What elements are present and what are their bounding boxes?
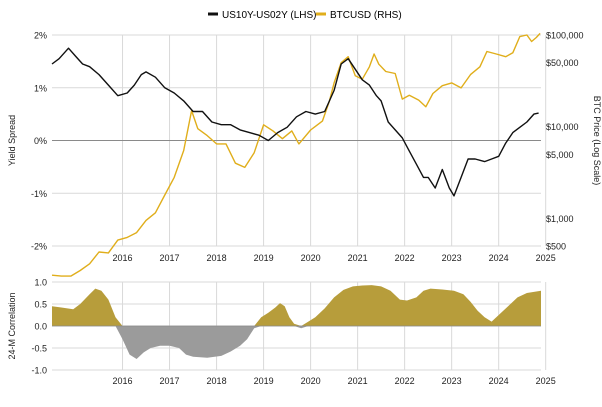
top-y2-axis-title: BTC Price (Log Scale) — [592, 96, 602, 186]
top-y-axis-title: Yield Spread — [7, 115, 17, 166]
bottom-x-tick-label: 2016 — [113, 376, 133, 386]
top-y-tick-label: 1% — [34, 83, 47, 93]
top-x-tick-label: 2021 — [348, 253, 368, 263]
top-x-tick-label: 2022 — [395, 253, 415, 263]
bottom-x-tick-label: 2018 — [207, 376, 227, 386]
correlation-area-positive — [52, 285, 541, 326]
top-y2-tick-label: $10,000 — [546, 122, 579, 132]
top-y-tick-label: -1% — [31, 189, 47, 199]
bottom-x-tick-label: 2017 — [160, 376, 180, 386]
bottom-x-tick-label: 2021 — [348, 376, 368, 386]
bottom-x-tick-label: 2025 — [536, 376, 556, 386]
top-x-tick-label: 2025 — [536, 253, 556, 263]
top-x-tick-label: 2018 — [207, 253, 227, 263]
bottom-x-tick-label: 2022 — [395, 376, 415, 386]
top-x-tick-label: 2019 — [254, 253, 274, 263]
top-x-tick-label: 2023 — [442, 253, 462, 263]
bottom-x-tick-label: 2023 — [442, 376, 462, 386]
bottom-y-tick-label: -0.5 — [31, 344, 47, 354]
correlation-area-negative — [52, 326, 541, 359]
bottom-x-tick-label: 2019 — [254, 376, 274, 386]
legend: US10Y-US02Y (LHS) BTCUSD (RHS) — [208, 10, 402, 21]
bottom-y-tick-label: 1.0 — [34, 278, 47, 288]
bottom-y-tick-label: 0.5 — [34, 300, 47, 310]
series-line-btcusd — [51, 32, 541, 277]
top-x-tick-label: 2016 — [113, 253, 133, 263]
top-y2-tick-label: $5,000 — [546, 150, 574, 160]
top-y-tick-label: 2% — [34, 31, 47, 41]
top-y2-tick-label: $1,000 — [546, 214, 574, 224]
bottom-panel: 2016 2017 2018 2019 2020 2021 2022 2023 2024 2025… — [7, 278, 556, 387]
top-y2-tick-label: $500 — [546, 242, 566, 252]
top-x-tick-label: 2017 — [160, 253, 180, 263]
top-x-tick-label: 2024 — [489, 253, 509, 263]
bottom-y-tick-label: 0.0 — [34, 322, 47, 332]
top-panel: 2% 1% 0% -1% -2% $100,000 $50,000 $10,000 $5,000… — [7, 31, 602, 277]
legend-label-spread: US10Y-US02Y (LHS) — [222, 10, 317, 21]
bottom-y-axis-title: 24-M Correlation — [7, 292, 17, 359]
bottom-y-tick-label: -1.0 — [31, 366, 47, 376]
bottom-x-tick-label: 2024 — [489, 376, 509, 386]
top-y2-tick-label: $100,000 — [546, 31, 584, 41]
top-x-tick-label: 2020 — [301, 253, 321, 263]
top-y2-tick-label: $50,000 — [546, 58, 579, 68]
series-line-yield-spread — [51, 47, 539, 197]
legend-label-btc: BTCUSD (RHS) — [330, 10, 402, 21]
top-y-tick-label: -2% — [31, 242, 47, 252]
top-y-tick-label: 0% — [34, 136, 47, 146]
bottom-x-tick-label: 2020 — [301, 376, 321, 386]
